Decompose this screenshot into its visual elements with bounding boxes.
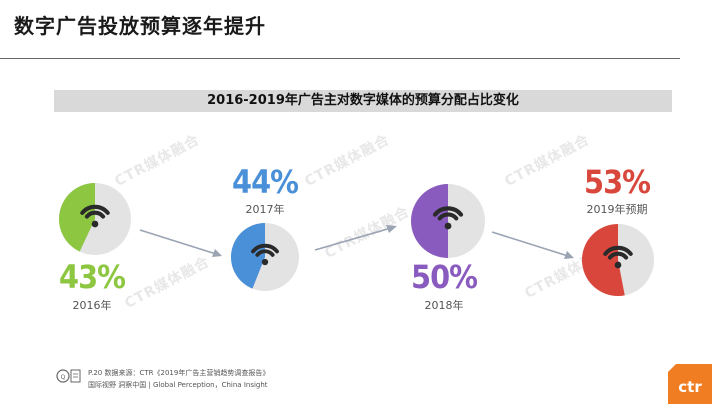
pie-value-slice bbox=[59, 183, 95, 252]
certification-badges-icon: Q bbox=[56, 369, 81, 383]
wifi-icon bbox=[80, 204, 110, 228]
pie-2019 bbox=[582, 224, 654, 296]
year-label-2016: 2016年 bbox=[72, 299, 112, 312]
pie-value-slice bbox=[582, 224, 625, 296]
pie-2016 bbox=[59, 183, 131, 255]
ctr-logo-icon: ctr bbox=[668, 364, 712, 404]
year-label-2019: 2019年预期 bbox=[586, 203, 648, 216]
year-label-2017: 2017年 bbox=[245, 203, 285, 216]
pct-label-2017: 44% bbox=[232, 163, 299, 201]
watermark: CTR媒体融合 bbox=[302, 131, 393, 190]
pct-label-2018: 50% bbox=[411, 258, 478, 296]
footer-source: P.20 数据来源：CTR《2019年广告主营销趋势调查报告》 bbox=[88, 369, 270, 377]
pie-2017 bbox=[231, 223, 299, 291]
pie-2018 bbox=[411, 184, 485, 258]
wifi-icon bbox=[251, 243, 279, 266]
pie-value-slice bbox=[231, 223, 265, 289]
wifi-icon bbox=[432, 206, 464, 230]
title-divider bbox=[0, 58, 680, 59]
pie-value-slice bbox=[411, 184, 448, 258]
arrow-icon bbox=[314, 225, 397, 251]
footer-tagline: 国际视野 洞察中国 | Global Perception，China Insi… bbox=[88, 381, 268, 389]
pct-label-2019: 53% bbox=[584, 163, 651, 201]
pct-label-2016: 43% bbox=[59, 258, 126, 296]
arrow-icon bbox=[491, 231, 574, 259]
arrow-icon bbox=[139, 229, 222, 257]
svg-text:ctr: ctr bbox=[678, 378, 702, 396]
chart-subtitle: 2016-2019年广告主对数字媒体的预算分配占比变化 bbox=[54, 90, 672, 112]
wifi-icon bbox=[603, 245, 633, 269]
year-label-2018: 2018年 bbox=[424, 299, 464, 312]
page-title: 数字广告投放预算逐年提升 bbox=[14, 14, 266, 38]
svg-text:Q: Q bbox=[61, 374, 66, 381]
